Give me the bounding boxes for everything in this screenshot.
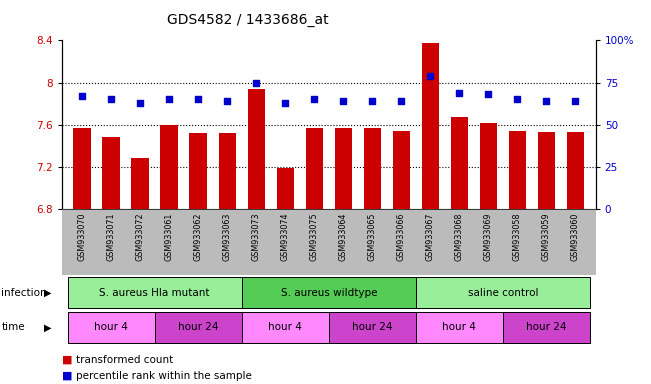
Bar xyxy=(74,128,91,209)
Text: GSM933074: GSM933074 xyxy=(281,213,290,261)
Text: hour 4: hour 4 xyxy=(268,322,302,333)
Bar xyxy=(161,125,178,209)
Text: ■: ■ xyxy=(62,355,72,365)
Text: GSM933068: GSM933068 xyxy=(455,213,464,261)
Text: GSM933073: GSM933073 xyxy=(252,213,260,261)
Bar xyxy=(335,128,352,209)
Text: GSM933064: GSM933064 xyxy=(339,213,348,261)
Text: hour 24: hour 24 xyxy=(526,322,566,333)
Bar xyxy=(132,157,149,209)
Text: GSM933065: GSM933065 xyxy=(368,213,377,261)
Point xyxy=(425,73,436,79)
Point xyxy=(367,98,378,104)
Point xyxy=(222,98,232,104)
Point xyxy=(106,96,117,103)
Text: infection: infection xyxy=(1,288,47,298)
Point xyxy=(309,96,320,103)
Text: S. aureus wildtype: S. aureus wildtype xyxy=(281,288,377,298)
Text: GSM933060: GSM933060 xyxy=(571,213,580,261)
Point xyxy=(164,96,174,103)
Text: percentile rank within the sample: percentile rank within the sample xyxy=(76,371,252,381)
Point xyxy=(512,96,523,103)
Text: hour 24: hour 24 xyxy=(352,322,393,333)
Text: hour 4: hour 4 xyxy=(443,322,477,333)
Bar xyxy=(503,312,590,343)
Text: GSM933061: GSM933061 xyxy=(165,213,174,261)
Text: saline control: saline control xyxy=(467,288,538,298)
Bar xyxy=(102,137,120,209)
Bar xyxy=(422,43,439,209)
Bar xyxy=(242,312,329,343)
Text: GDS4582 / 1433686_at: GDS4582 / 1433686_at xyxy=(167,13,328,27)
Point xyxy=(396,98,406,104)
Point xyxy=(483,91,493,98)
Text: S. aureus Hla mutant: S. aureus Hla mutant xyxy=(100,288,210,298)
Text: hour 24: hour 24 xyxy=(178,322,219,333)
Bar xyxy=(480,123,497,209)
Point xyxy=(135,100,145,106)
Text: GSM933063: GSM933063 xyxy=(223,213,232,261)
Bar xyxy=(566,132,584,209)
Point xyxy=(570,98,581,104)
Bar xyxy=(277,168,294,209)
Point xyxy=(251,79,262,86)
Text: GSM933075: GSM933075 xyxy=(310,213,319,261)
Bar xyxy=(393,131,410,209)
Bar xyxy=(508,131,526,209)
Text: transformed count: transformed count xyxy=(76,355,173,365)
Bar xyxy=(450,118,468,209)
Bar xyxy=(538,132,555,209)
Text: GSM933072: GSM933072 xyxy=(135,213,145,261)
Bar xyxy=(363,128,381,209)
Bar xyxy=(219,133,236,209)
Text: ■: ■ xyxy=(62,371,72,381)
Text: time: time xyxy=(1,322,25,333)
Point xyxy=(338,98,348,104)
Bar xyxy=(247,89,265,209)
Bar xyxy=(329,312,416,343)
Text: GSM933059: GSM933059 xyxy=(542,213,551,261)
Bar xyxy=(416,277,590,308)
Text: GSM933066: GSM933066 xyxy=(397,213,406,261)
Point xyxy=(454,89,465,96)
Text: GSM933058: GSM933058 xyxy=(513,213,522,261)
Bar xyxy=(155,312,242,343)
Point xyxy=(193,96,203,103)
Text: GSM933070: GSM933070 xyxy=(77,213,87,261)
Text: GSM933067: GSM933067 xyxy=(426,213,435,261)
Text: ▶: ▶ xyxy=(44,288,52,298)
Point xyxy=(280,100,290,106)
Point xyxy=(541,98,551,104)
Text: hour 4: hour 4 xyxy=(94,322,128,333)
Text: GSM933062: GSM933062 xyxy=(194,213,202,261)
Bar xyxy=(242,277,416,308)
Bar xyxy=(68,312,155,343)
Bar xyxy=(305,128,323,209)
Bar xyxy=(416,312,503,343)
Text: GSM933069: GSM933069 xyxy=(484,213,493,261)
Point xyxy=(77,93,87,99)
Bar xyxy=(189,133,207,209)
Bar xyxy=(68,277,242,308)
Text: GSM933071: GSM933071 xyxy=(107,213,116,261)
Text: ▶: ▶ xyxy=(44,322,52,333)
